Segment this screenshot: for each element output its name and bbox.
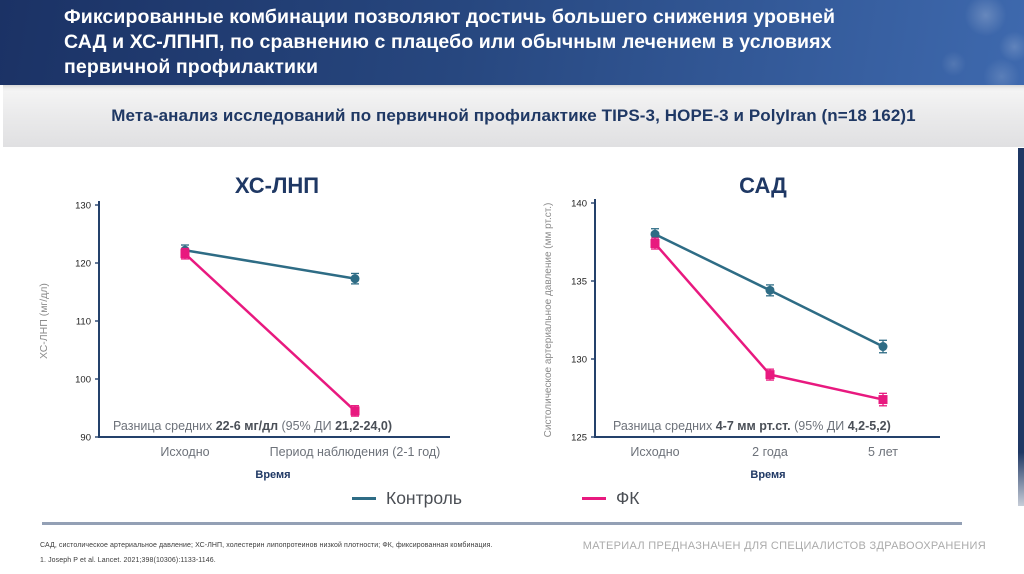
chart-title: САД [739,173,787,198]
y-tick-label: 100 [75,375,91,386]
subtitle-band: Мета-анализ исследований по первичной пр… [3,85,1024,147]
y-tick-label: 130 [75,201,91,212]
x-axis-title: Время [255,469,290,481]
legend-item-control: Контроль [352,487,462,509]
y-tick-label: 110 [76,317,91,328]
header: Фиксированные комбинации позволяют дости… [0,0,1024,85]
data-point-ФК [350,406,360,416]
series-line-ФК [184,252,356,412]
subtitle: Мета-анализ исследований по первичной пр… [111,106,916,125]
abbreviations-note: САД, систолическое артериальное давление… [40,542,493,549]
y-tick-label: 135 [571,277,587,288]
mean-difference-annotation: Разница средних 22-6 мг/дл (95% ДИ 21,2-… [113,419,392,433]
y-axis-label: ХС-ЛНП (мг/дл) [38,283,50,359]
slide-title-line-3: первичной профилактики [64,56,319,78]
slide-title-line-1: Фиксированные комбинации позволяют дости… [64,6,836,28]
x-category-label: 5 лет [868,445,898,459]
right-edge-stripe [1018,148,1024,506]
x-category-label: Исходно [630,445,679,459]
data-point-ФК [180,249,190,259]
data-point-ФК [878,395,888,405]
legend-label-fk: ФК [616,487,640,508]
x-category-label: 2 года [752,445,788,459]
slide-title-line-2: САД и ХС-ЛПНП, по сравнению с плацебо ил… [64,31,832,53]
disclaimer: МАТЕРИАЛ ПРЕДНАЗНАЧЕН ДЛЯ СПЕЦИАЛИСТОВ З… [582,540,986,552]
footer-divider [42,522,962,525]
data-point-ФК [650,239,660,249]
y-axis-label: Систолическое артериальное давление (мм … [543,203,554,438]
control-line-swatch [352,496,376,500]
y-tick-label: 140 [571,199,587,210]
molecule-decoration [704,0,1024,85]
reference-note: 1. Joseph P et al. Lancet. 2021;398(1030… [40,557,216,564]
y-tick-label: 130 [571,355,587,366]
slide-title: Фиксированные комбинации позволяют дости… [64,5,964,80]
x-category-label: Исходно [160,445,209,459]
legend-label-control: Контроль [386,487,463,508]
legend-item-fk: ФК [582,487,640,509]
data-point-ФК [765,370,775,380]
data-point-Контроль [650,229,660,239]
series-line-Контроль [184,249,356,280]
data-point-Контроль [350,274,360,284]
fk-line-swatch [582,496,606,500]
mean-difference-annotation: Разница средних 4-7 мм рт.ст. (95% ДИ 4,… [613,419,891,433]
data-point-Контроль [878,342,888,352]
chart-title: ХС-ЛНП [235,173,319,198]
y-tick-label: 125 [571,433,587,444]
x-category-label: Период наблюдения (2-1 год) [270,445,441,459]
y-tick-label: 120 [75,259,91,270]
chart-xs-lnp: 90 100 110 120 130 ХС-ЛНП ХС-ЛНП (мг/дл) Разниц… [38,173,450,481]
x-axis-title: Время [750,469,785,481]
data-point-Контроль [765,285,775,295]
y-tick-label: 90 [80,433,91,444]
chart-sad: 125 130 135 140 САД Систолическое артериально… [543,173,940,481]
